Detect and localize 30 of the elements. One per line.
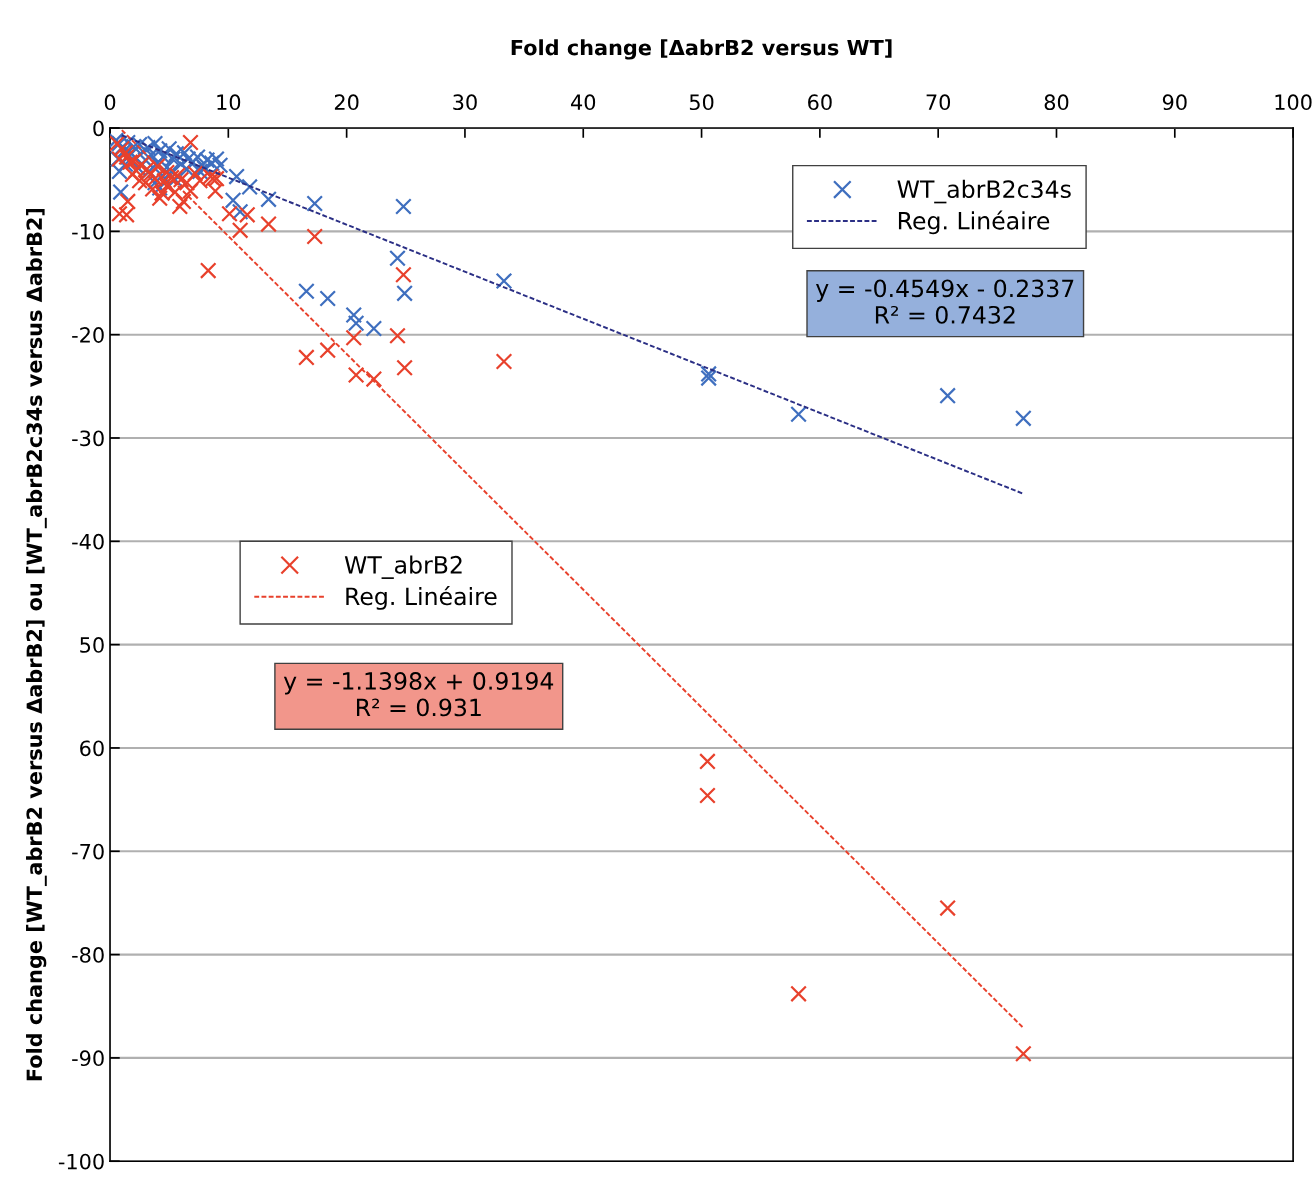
legend-label: Reg. Linéaire bbox=[346, 586, 497, 610]
y-tick-label: -100 bbox=[58, 1153, 104, 1170]
y-tick-label: -30 bbox=[72, 430, 104, 447]
y-tick-label: -20 bbox=[72, 327, 104, 343]
y-tick-label: -10 bbox=[72, 223, 104, 240]
x-tick-label: 90 bbox=[1162, 94, 1187, 111]
annotation: y = -0.4549x - 0.2337 R² = 0.7432 bbox=[815, 279, 1074, 324]
y-tick-label: -40 bbox=[72, 533, 104, 550]
legend-label: Reg. Linéaire bbox=[898, 210, 1050, 235]
legend-label: WT_abrB2 bbox=[344, 555, 462, 579]
x-tick-label: 100 bbox=[1275, 94, 1312, 111]
y-tick-label: 50 bbox=[80, 637, 104, 653]
legend-label: WT_abrB2c34s bbox=[897, 179, 1071, 204]
x-tick-label: 80 bbox=[1044, 94, 1069, 111]
annotation: y = -1.1398x + 0.9194 R² = 0.931 bbox=[283, 672, 554, 717]
y-tick-label: -70 bbox=[72, 843, 104, 860]
y-tick-label: 60 bbox=[80, 740, 104, 757]
y-tick-label: 0 bbox=[93, 120, 104, 137]
x-tick-label: 0 bbox=[104, 94, 116, 111]
x-tick-label: 40 bbox=[571, 94, 596, 111]
x-tick-label: 30 bbox=[453, 94, 477, 111]
y-tick-label: -90 bbox=[72, 1050, 104, 1067]
x-tick-label: 10 bbox=[217, 94, 241, 111]
x-axis-title: Fold change [ΔabrB2 versus WT] bbox=[511, 39, 892, 60]
x-tick-label: 20 bbox=[334, 94, 359, 111]
x-tick-label: 70 bbox=[926, 94, 951, 111]
x-tick-label: 60 bbox=[808, 94, 832, 111]
y-axis-title: Fold change [WT_abrB2 versus ΔabrB2] ou [WT_abrB2c34s versus ΔabrB2] bbox=[26, 208, 47, 1081]
y-tick-label: -80 bbox=[72, 947, 104, 963]
x-tick-label: 50 bbox=[689, 94, 714, 111]
